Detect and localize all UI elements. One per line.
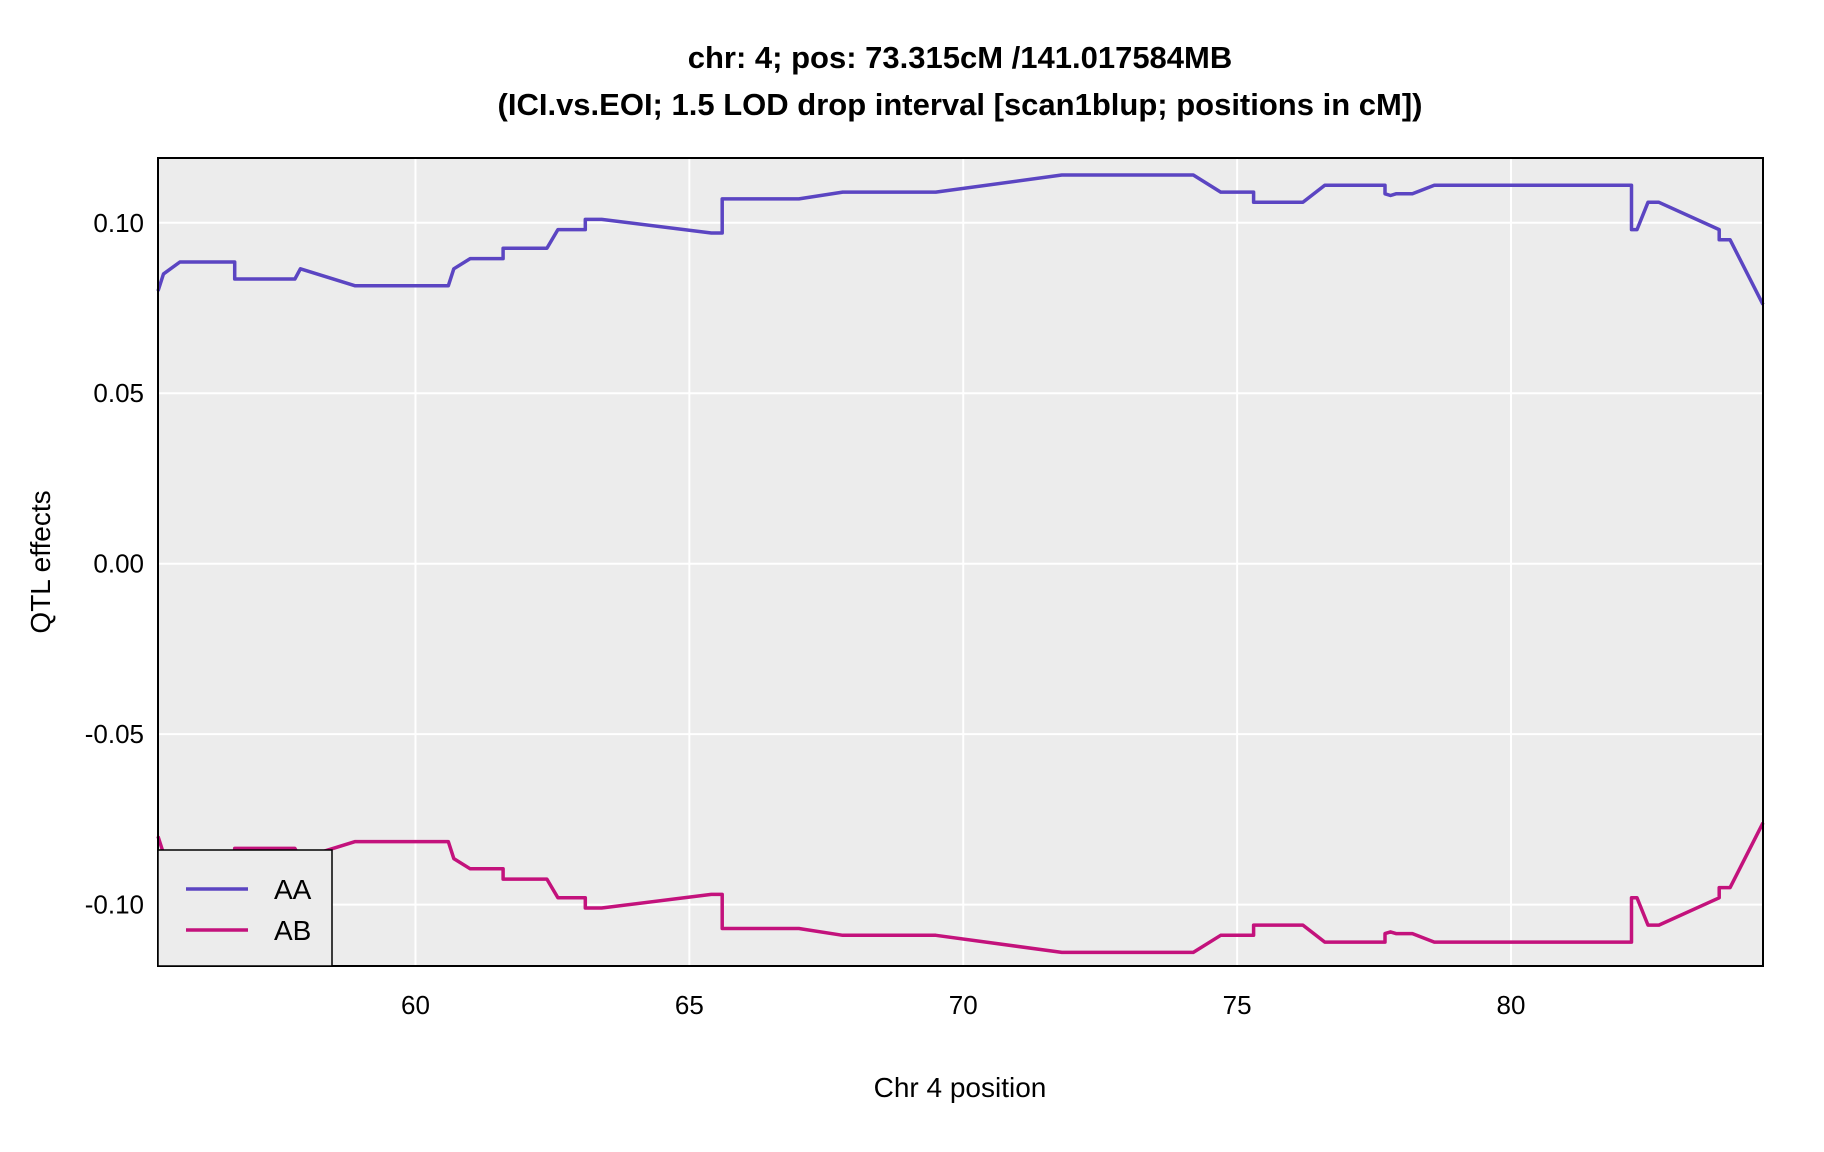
legend-label-aa: AA — [274, 874, 312, 905]
y-tick-label: 0.00 — [93, 549, 144, 579]
series-lines — [156, 173, 1765, 955]
x-axis-label: Chr 4 position — [874, 1072, 1047, 1103]
series-line-aa — [156, 173, 1765, 306]
x-tick-label: 70 — [949, 990, 978, 1020]
y-tick-label: -0.10 — [85, 890, 144, 920]
y-axis-ticks: 0.10 0.05 0.00 -0.05 -0.10 — [85, 208, 144, 920]
y-tick-label: 0.10 — [93, 208, 144, 238]
x-tick-label: 80 — [1497, 990, 1526, 1020]
y-tick-label: -0.05 — [85, 719, 144, 749]
legend: AA AB — [157, 849, 333, 967]
gridlines — [158, 158, 1763, 966]
legend-box — [157, 849, 333, 967]
chart-subtitle: (ICI.vs.EOI; 1.5 LOD drop interval [scan… — [498, 87, 1423, 122]
y-tick-label: 0.05 — [93, 378, 144, 408]
legend-label-ab: AB — [274, 915, 311, 946]
plot-border — [157, 157, 1764, 967]
series-line-ab — [156, 822, 1765, 955]
x-tick-label: 60 — [401, 990, 430, 1020]
plot-panel — [158, 158, 1763, 966]
chart-title: chr: 4; pos: 73.315cM /141.017584MB — [688, 40, 1233, 75]
x-tick-label: 75 — [1223, 990, 1252, 1020]
x-tick-label: 65 — [675, 990, 704, 1020]
y-axis-label: QTL effects — [25, 490, 56, 633]
x-axis-ticks: 60 65 70 75 80 — [401, 990, 1525, 1020]
